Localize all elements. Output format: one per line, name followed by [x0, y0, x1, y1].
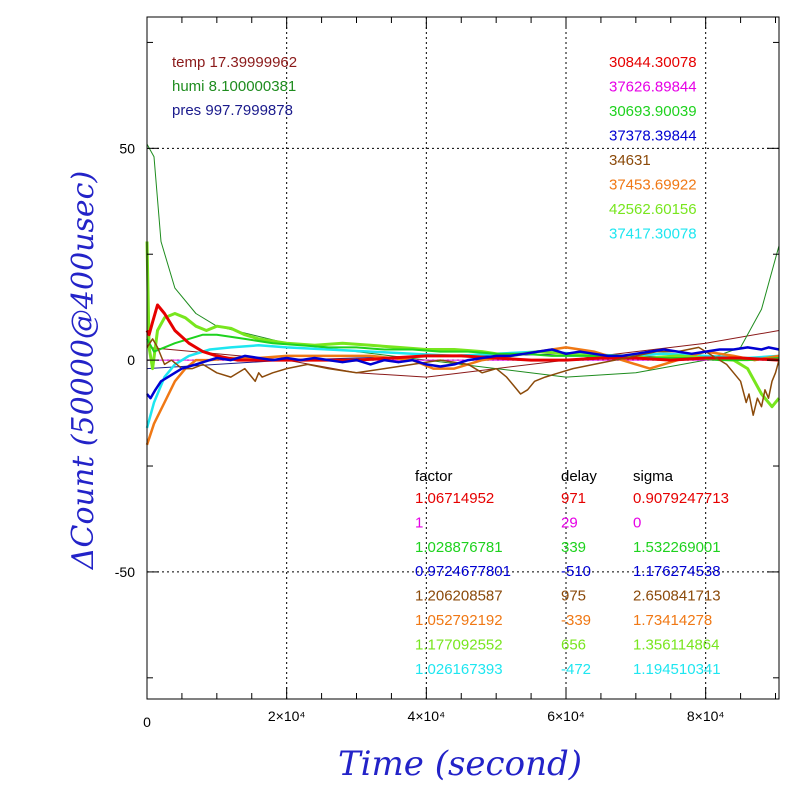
table-cell-factor: 1.177092552 — [415, 636, 503, 653]
table-cell-sigma: 1.194510341 — [633, 661, 721, 678]
table-cell-sigma: 2.650841713 — [633, 588, 721, 605]
series-line — [146, 338, 780, 416]
table-cell-factor: 0.9724677801 — [415, 563, 511, 580]
environment-readings: temp 17.39999962 humi 8.100000381 pres 997… — [172, 54, 297, 119]
environment-reading: humi 8.100000381 — [172, 78, 296, 95]
y-tick-label: 50 — [119, 140, 135, 156]
counter-value: 30693.90039 — [609, 103, 697, 120]
series-line — [145, 303, 780, 362]
table-cell-delay: 29 — [561, 514, 578, 531]
table-cell-sigma: 0 — [633, 514, 641, 531]
tick-marks — [146, 17, 779, 699]
table-cell-delay: -510 — [561, 563, 591, 580]
x-tick-label: 8×10⁴ — [687, 708, 725, 724]
table-cell-sigma: 1.356114864 — [633, 636, 719, 653]
counter-values: 30844.30078 37626.89844 30693.90039 37378.3… — [609, 54, 697, 243]
series-lines — [145, 241, 781, 446]
counter-value: 37378.39844 — [609, 128, 697, 145]
x-axis-title: Time (second) — [338, 744, 582, 784]
x-tick-label: 2×10⁴ — [268, 708, 306, 724]
x-tick-label: 0 — [143, 714, 151, 730]
table-cell-delay: 656 — [561, 636, 586, 653]
table-header: factor — [415, 468, 453, 485]
table-cell-sigma: 1.176274538 — [633, 563, 721, 580]
counter-value: 37417.30078 — [609, 226, 697, 243]
table-cell-factor: 1.06714952 — [415, 490, 494, 507]
table-cell-delay: -339 — [561, 612, 591, 629]
y-axis-title: ΔCount (50000@400usec) — [66, 171, 101, 570]
table-cell-sigma: 0.9079247713 — [633, 490, 729, 507]
plot-frame — [146, 16, 780, 700]
series-line — [145, 344, 780, 429]
table-cell-factor: 1.052792192 — [415, 612, 503, 629]
counter-value: 42562.60156 — [609, 201, 697, 218]
table-cell-factor: 1 — [415, 514, 423, 531]
counter-value: 37626.89844 — [609, 79, 697, 96]
table-cell-factor: 1.028876781 — [415, 539, 503, 556]
x-tick-label: 6×10⁴ — [547, 708, 585, 724]
table-header: sigma — [633, 468, 674, 485]
series-line — [145, 241, 781, 409]
x-tick-label: 4×10⁴ — [408, 708, 446, 724]
table-cell-delay: 339 — [561, 539, 586, 556]
y-tick-label: 0 — [127, 352, 135, 368]
environment-reading: pres 997.7999878 — [172, 102, 293, 119]
table-cell-sigma: 1.73414278 — [633, 612, 712, 629]
table-cell-factor: 1.026167393 — [415, 661, 503, 678]
table-header: delay — [561, 468, 597, 485]
table-cell-factor: 1.206208587 — [415, 588, 503, 605]
series-line — [146, 346, 780, 400]
environment-reading: temp 17.39999962 — [172, 54, 297, 71]
counter-value: 34631 — [609, 152, 651, 169]
fit-parameter-table: factor delay sigma 1.06714952 971 0.907924771… — [415, 468, 729, 678]
table-cell-delay: 975 — [561, 588, 586, 605]
table-cell-sigma: 1.532269001 — [633, 539, 721, 556]
y-tick-label: -50 — [115, 564, 135, 580]
table-cell-delay: 971 — [561, 490, 586, 507]
tick-labels: 0 2×10⁴ 4×10⁴ 6×10⁴ 8×10⁴ 50 0 -50 — [115, 140, 725, 730]
counter-value: 30844.30078 — [609, 54, 697, 71]
table-cell-delay: -472 — [561, 661, 591, 678]
counter-value: 37453.69922 — [609, 177, 697, 194]
